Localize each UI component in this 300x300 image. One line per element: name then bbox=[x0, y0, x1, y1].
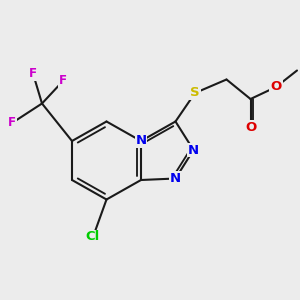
Text: N: N bbox=[135, 134, 147, 148]
Text: S: S bbox=[190, 86, 200, 100]
Text: O: O bbox=[245, 121, 256, 134]
Text: F: F bbox=[29, 67, 37, 80]
Text: O: O bbox=[270, 80, 282, 94]
Text: F: F bbox=[59, 74, 67, 88]
Text: N: N bbox=[188, 143, 199, 157]
Text: N: N bbox=[170, 172, 181, 185]
Text: F: F bbox=[8, 116, 16, 130]
Text: Cl: Cl bbox=[86, 230, 100, 244]
